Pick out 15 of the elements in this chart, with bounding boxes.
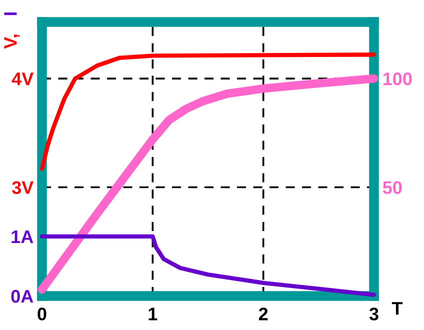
x-tick-label: 3: [369, 308, 378, 320]
line-series: [40, 52, 376, 171]
y2-tick-label: 50: [382, 181, 402, 194]
y3-tick-label: 1A: [12, 230, 34, 243]
y2-tick-label: 100: [383, 72, 412, 86]
x-tick-label: 0: [38, 308, 46, 320]
y-axis-title: V,: [4, 34, 20, 49]
y3-tick-label: 0A: [11, 290, 34, 303]
y3-axis-title: I: [4, 12, 17, 16]
x-tick-label: 1: [148, 308, 158, 320]
x-tick-label: 2: [258, 308, 268, 320]
x-axis-title: T: [392, 302, 403, 315]
line-series: [40, 234, 376, 297]
y-tick-label: 3V: [12, 181, 34, 194]
y-tick-label: 4V: [12, 72, 34, 86]
